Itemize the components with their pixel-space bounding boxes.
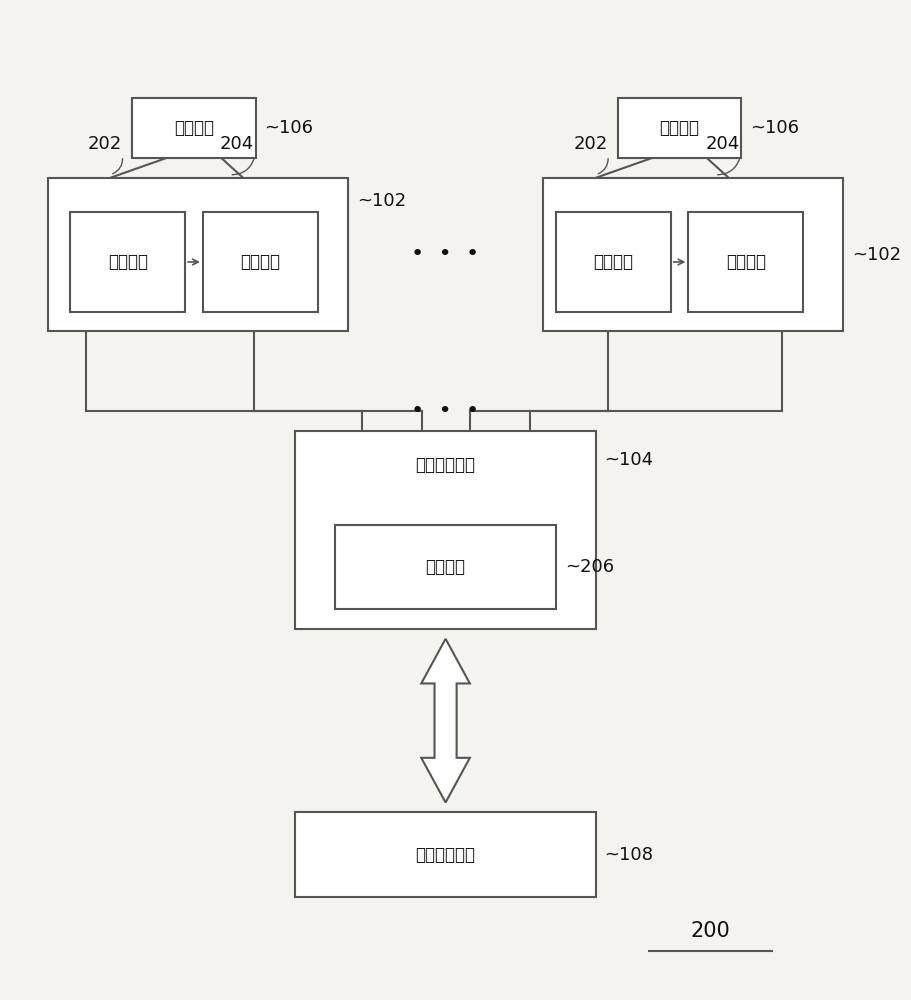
Bar <box>688 212 803 312</box>
Bar <box>295 812 595 897</box>
Text: 控制单元: 控制单元 <box>240 253 280 271</box>
Text: 监控通报装置: 监控通报装置 <box>415 456 475 474</box>
Text: •  •  •: • • • <box>411 244 479 264</box>
Bar <box>132 98 255 158</box>
Text: 中控单元: 中控单元 <box>425 558 465 576</box>
Text: ~206: ~206 <box>564 558 613 576</box>
Bar <box>295 431 595 629</box>
Bar <box>202 212 317 312</box>
Bar <box>70 212 185 312</box>
Bar <box>335 525 556 609</box>
Text: •  •  •: • • • <box>411 401 479 421</box>
Text: ~102: ~102 <box>851 246 900 264</box>
Text: 感测单元: 感测单元 <box>107 253 148 271</box>
Text: ~106: ~106 <box>264 119 313 137</box>
Bar <box>542 178 842 331</box>
Text: 控制单元: 控制单元 <box>725 253 765 271</box>
Text: 202: 202 <box>573 135 607 153</box>
Text: 204: 204 <box>705 135 739 153</box>
Text: 202: 202 <box>87 135 122 153</box>
Text: 感测单元: 感测单元 <box>593 253 632 271</box>
Text: 204: 204 <box>220 135 254 153</box>
Bar <box>617 98 741 158</box>
Text: ~106: ~106 <box>750 119 798 137</box>
Text: ~108: ~108 <box>604 846 653 864</box>
Text: ~104: ~104 <box>604 451 653 469</box>
Text: 移动电子装置: 移动电子装置 <box>415 846 475 864</box>
Bar <box>556 212 670 312</box>
Text: 养殖设备: 养殖设备 <box>659 119 699 137</box>
Bar <box>48 178 348 331</box>
Text: ~102: ~102 <box>357 192 406 210</box>
Text: 养殖设备: 养殖设备 <box>174 119 214 137</box>
Polygon shape <box>421 639 469 802</box>
Text: 200: 200 <box>690 921 730 941</box>
